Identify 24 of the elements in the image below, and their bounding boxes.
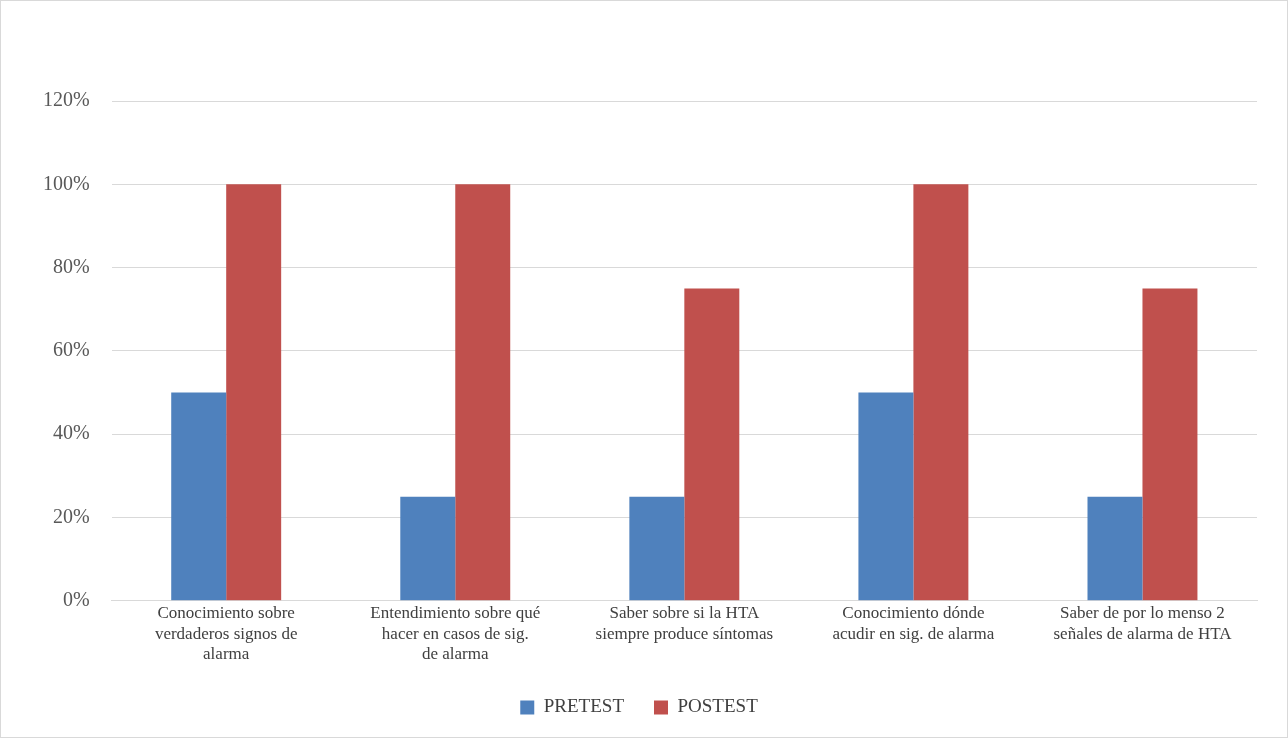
bar xyxy=(858,392,914,601)
y-tick-label: 120% xyxy=(42,88,90,111)
y-tick-label: 0% xyxy=(62,588,90,611)
y-tick-label: 20% xyxy=(52,504,90,527)
bar xyxy=(629,496,685,601)
bar xyxy=(455,184,511,601)
bar xyxy=(1087,496,1143,601)
x-tick-label: Conocimiento dónde acudir en sig. de alarma xyxy=(832,603,995,643)
y-tick-label: 60% xyxy=(52,338,90,361)
legend-label: POSTEST xyxy=(677,695,759,717)
bar xyxy=(684,288,740,601)
y-tick-label: 100% xyxy=(42,171,90,194)
bar xyxy=(226,184,282,601)
x-tick-label: Entendimiento sobre qué hacer en casos de sig. de alarma xyxy=(370,603,541,664)
y-tick-label: 40% xyxy=(52,421,90,444)
bar xyxy=(1142,288,1198,601)
y-tick-label: 80% xyxy=(52,254,90,277)
x-tick-label: Saber de por lo menso 2 señales de alarma de HTA xyxy=(1053,603,1233,643)
legend-label: PRETEST xyxy=(543,695,625,717)
bar xyxy=(171,392,227,601)
x-tick-label: Saber sobre si la HTA siempre produce síntomas xyxy=(595,603,774,643)
x-tick-label: Conocimiento sobre verdaderos signos de alarma xyxy=(154,603,298,664)
bar xyxy=(400,496,456,601)
bar xyxy=(913,184,969,601)
